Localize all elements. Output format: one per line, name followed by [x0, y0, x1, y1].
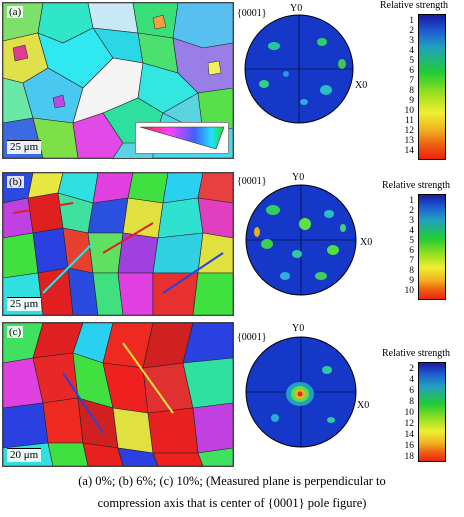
- ebsd-map-b: (b) 25 μm: [2, 172, 234, 316]
- legend-tick: 6: [409, 386, 414, 396]
- legend-bar-c: [418, 362, 446, 462]
- legend-tick: 5: [409, 56, 414, 66]
- legend-tick: 13: [404, 136, 415, 146]
- plane-label-a: {0001}: [237, 8, 267, 19]
- legend-tick: 6: [409, 246, 414, 256]
- panel-a: (a) 25 μm {0001} Y0 X0: [0, 0, 464, 160]
- legend-tick: 6: [409, 66, 414, 76]
- axis-y-label-a: Y0: [290, 3, 303, 14]
- caption-line-1: (a) 0%; (b) 6%; (c) 10%; (Measured plane…: [78, 474, 386, 488]
- panel-label-a: (a): [7, 6, 24, 18]
- legend-tick: 5: [409, 236, 414, 246]
- ebsd-grains-c: [3, 323, 233, 466]
- legend-tick: 16: [404, 441, 415, 451]
- axis-x-label-b: X0: [360, 237, 373, 248]
- legend-bar-a: [418, 14, 446, 160]
- plane-label-c: {0001}: [237, 332, 267, 343]
- legend-bar-b: [418, 194, 446, 300]
- ebsd-grains-b: [3, 173, 233, 315]
- panel-b: (b) 25 μm {0001} Y0 X0 Relative strength…: [0, 168, 464, 318]
- legend-tick: 7: [409, 76, 414, 86]
- legend-tick: 11: [404, 116, 414, 126]
- legend-tick: 9: [409, 96, 414, 106]
- legend-tick: 2: [409, 364, 414, 374]
- pole-figure-a: [244, 14, 354, 124]
- legend-tick: 10: [404, 106, 415, 116]
- legend-tick: 14: [404, 146, 415, 156]
- legend-tick: 4: [409, 46, 414, 56]
- panel-c: (c) 20 μm {0001} Y0 X0 Relative strength…: [0, 320, 464, 470]
- legend-tick: 8: [409, 86, 414, 96]
- caption-line-2: compression axis that is center of {0001…: [97, 496, 367, 510]
- legend-tick: 1: [409, 16, 414, 26]
- legend-tick: 3: [409, 36, 414, 46]
- figure-caption: (a) 0%; (b) 6%; (c) 10%; (Measured plane…: [0, 470, 464, 514]
- legend-tick: 10: [404, 286, 415, 296]
- scale-bar-b: 25 μm: [7, 297, 42, 311]
- ebsd-map-c: (c) 20 μm: [2, 322, 234, 467]
- legend-tick: 3: [409, 216, 414, 226]
- legend-tick: 18: [404, 452, 415, 462]
- ipf-color-key: [135, 122, 229, 154]
- plane-label-b: {0001}: [237, 176, 267, 187]
- legend-tick: 14: [404, 430, 415, 440]
- legend-tick: 12: [404, 126, 415, 136]
- legend-title-c: Relative strength: [382, 348, 451, 359]
- pole-figure-b: [245, 184, 357, 296]
- legend-tick: 1: [409, 196, 414, 206]
- axis-x-label-a: X0: [355, 80, 368, 91]
- legend-tick: 8: [409, 266, 414, 276]
- ebsd-grains-a: [3, 3, 233, 158]
- legend-tick: 2: [409, 206, 414, 216]
- legend-title-a: Relative strength: [380, 0, 449, 11]
- legend-tick: 4: [409, 375, 414, 385]
- axis-x-label-c: X0: [357, 400, 370, 411]
- legend-tick: 9: [409, 276, 414, 286]
- pole-figure-c: [245, 336, 357, 448]
- panel-label-c: (c): [7, 326, 24, 338]
- legend-tick: 4: [409, 226, 414, 236]
- axis-y-label-c: Y0: [292, 323, 305, 334]
- legend-tick: 12: [404, 419, 415, 429]
- legend-tick: 8: [409, 397, 414, 407]
- panel-label-b: (b): [7, 176, 24, 188]
- legend-title-b: Relative strength: [382, 180, 451, 191]
- legend-tick: 7: [409, 256, 414, 266]
- legend-tick: 2: [409, 26, 414, 36]
- legend-tick: 10: [404, 408, 415, 418]
- axis-y-label-b: Y0: [292, 172, 305, 183]
- ebsd-map-a: (a) 25 μm: [2, 2, 234, 159]
- scale-bar-c: 20 μm: [7, 448, 42, 462]
- scale-bar-a: 25 μm: [7, 140, 42, 154]
